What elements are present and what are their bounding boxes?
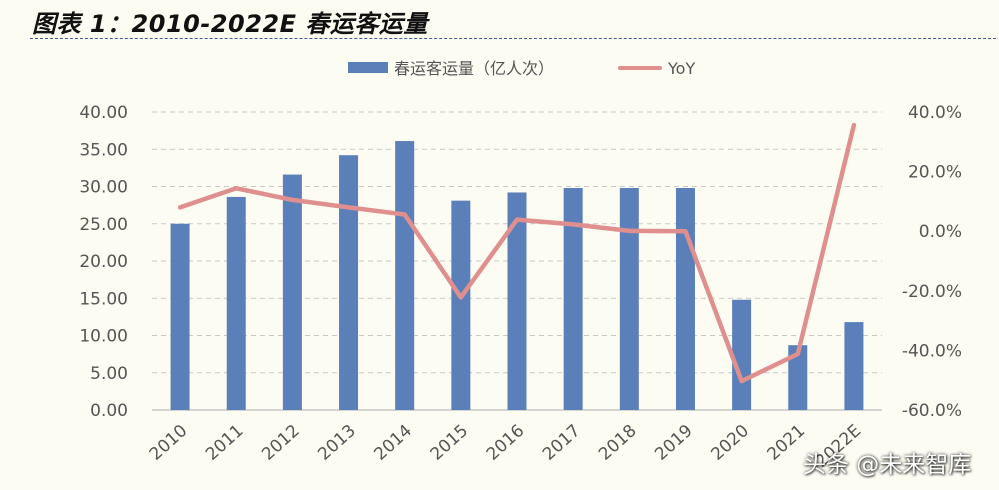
watermark: 头条 @未来智库 [803,452,972,478]
bar-2018 [619,187,639,410]
yoy-series [177,122,857,384]
left-tick-label: 20.00 [79,252,128,272]
bar-2012 [282,174,302,410]
left-tick-label: 10.00 [79,327,128,347]
x-tick-label: 2019 [651,421,697,465]
bar-2016 [507,192,527,410]
bar-series [170,141,864,410]
bar-2021 [788,345,808,410]
right-tick-label: 40.0% [908,103,962,123]
x-tick-label: 2015 [427,421,473,465]
right-tick-label: 20.0% [908,163,962,183]
legend: 春运客运量（亿人次） YoY [348,59,695,78]
right-tick-label: -60.0% [902,401,962,421]
left-tick-label: 40.00 [79,103,128,123]
bar-2015 [451,200,471,410]
legend-swatch-bar [348,62,388,73]
figure-title: 图表 1：2010-2022E 春运客运量 [32,10,428,38]
x-tick-label: 2018 [595,421,641,465]
right-tick-label: 0.0% [919,222,962,242]
left-tick-label: 5.00 [90,364,128,384]
bar-2014 [395,141,415,410]
left-tick-label: 35.00 [79,140,128,160]
left-axis: 0.00 5.00 10.00 15.00 20.00 25.00 30.00 35.00 40… [79,103,128,421]
bar-2022E [844,322,864,410]
title-divider [30,38,996,39]
right-axis: -60.0% -40.0% -20.0% 0.0% 20.0% 40.0% [902,103,962,421]
bar-2020 [732,299,752,410]
bar-2011 [226,196,246,410]
x-tick-label: 2010 [146,421,192,465]
right-tick-label: -40.0% [902,341,962,361]
bar-2017 [563,187,583,410]
x-tick-label: 2017 [539,421,585,465]
x-tick-label: 2013 [314,421,360,465]
x-tick-label: 2012 [258,421,304,465]
bar-2019 [675,187,695,410]
x-tick-label: 2011 [202,421,248,465]
x-tick-label: 2020 [707,421,753,465]
left-tick-label: 15.00 [79,289,128,309]
bar-2010 [170,223,190,410]
bar-2013 [339,155,359,410]
x-tick-label: 2016 [483,421,529,465]
left-tick-label: 0.00 [90,401,128,421]
legend-label-bar: 春运客运量（亿人次） [394,59,554,78]
left-tick-label: 25.00 [79,215,128,235]
x-axis: 2010 2011 2012 2013 2014 2015 2016 2017 2018 2019… [146,421,865,472]
left-tick-label: 30.00 [79,178,128,198]
right-tick-label: -20.0% [902,282,962,302]
legend-label-line: YoY [667,59,695,78]
x-tick-label: 2014 [371,421,417,465]
